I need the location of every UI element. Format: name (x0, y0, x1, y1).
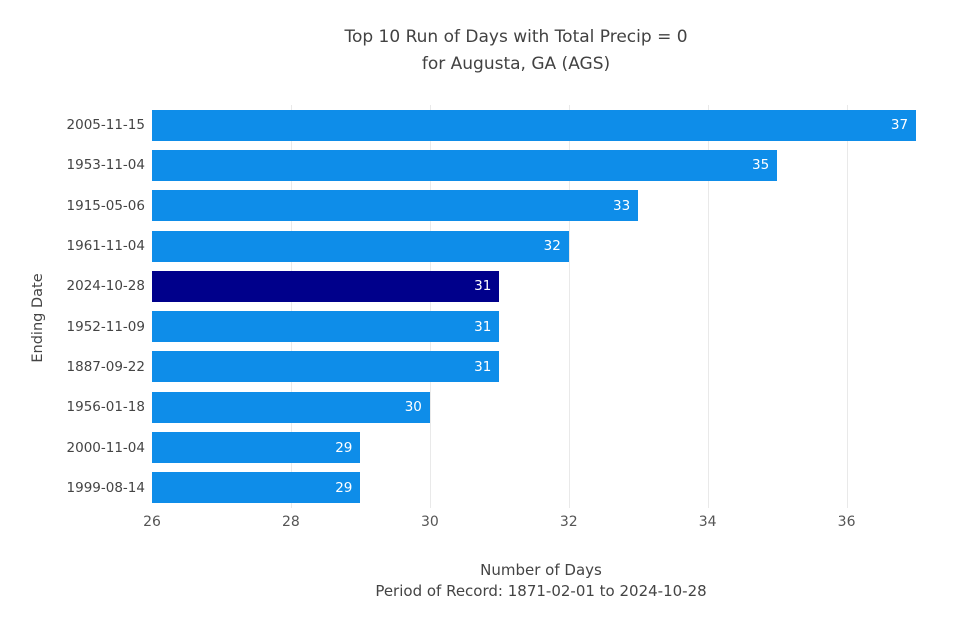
bar-value-label: 31 (474, 278, 492, 295)
x-axis-title: Number of Days (480, 561, 602, 579)
bar-value-label: 30 (404, 399, 422, 416)
gridline-x-32 (568, 105, 570, 508)
y-tick-label-1953-11-04: 1953-11-04 (66, 157, 145, 174)
y-tick-label-2005-11-15: 2005-11-15 (66, 117, 145, 134)
chart-title-line-2: for Augusta, GA (AGS) (421, 54, 611, 75)
y-axis-tick-labels: 2005-11-15 1953-11-04 1915-05-06 1961-11-04… (0, 105, 145, 508)
y-tick-label-1952-11-09: 1952-11-09 (66, 318, 145, 335)
bar-value-label: 31 (474, 358, 492, 375)
gridline-x-28 (290, 105, 292, 508)
bar-value-label: 35 (752, 157, 770, 174)
chart-title: Top 10 Run of Days with Total Precip = 0… (56, 24, 976, 78)
y-tick-label-1915-05-06: 1915-05-06 (66, 197, 145, 214)
x-tick-label-26: 26 (143, 514, 161, 530)
y-tick-label-1961-11-04: 1961-11-04 (66, 238, 145, 255)
gridline-x-30 (429, 105, 431, 508)
bar-value-label: 33 (613, 197, 631, 214)
y-tick-label-1999-08-14: 1999-08-14 (66, 479, 145, 496)
x-tick-label-32: 32 (559, 514, 578, 530)
bar-1956-01-18[interactable]: 30 (152, 391, 430, 423)
x-axis-tick-labels: 26 28 30 32 34 36 (143, 514, 930, 534)
x-tick-label-30: 30 (420, 514, 439, 530)
bar-value-label: 37 (890, 117, 909, 134)
gridline-x-34 (707, 105, 709, 508)
period-of-record-note: Period of Record: 1871-02-01 to 2024-10-… (375, 582, 707, 600)
y-tick-label-1887-09-22: 1887-09-22 (66, 358, 145, 375)
x-tick-label-36: 36 (837, 514, 856, 530)
bar-1915-05-06[interactable]: 33 (152, 190, 639, 222)
bar-1953-11-04[interactable]: 35 (152, 149, 778, 181)
plot-area: 37 35 33 32 31 31 31 30 29 29 (152, 105, 930, 508)
bar-value-label: 32 (543, 238, 561, 254)
bar-value-label: 29 (335, 439, 353, 456)
y-tick-label-1956-01-18: 1956-01-18 (66, 399, 145, 416)
bar-1952-11-09[interactable]: 31 (152, 311, 500, 343)
x-tick-label-34: 34 (698, 514, 717, 530)
bar-1887-09-22[interactable]: 31 (152, 351, 500, 383)
y-tick-label-2000-11-04: 2000-11-04 (66, 439, 145, 456)
bar-1961-11-04[interactable]: 32 (152, 230, 569, 262)
bar-1999-08-14[interactable]: 29 (152, 472, 361, 504)
bar-value-label: 31 (474, 318, 492, 335)
x-tick-label-28: 28 (281, 514, 300, 530)
bar-2024-10-28[interactable]: 31 (152, 270, 500, 302)
chart-title-line-1: Top 10 Run of Days with Total Precip = 0 (344, 27, 688, 47)
y-tick-label-2024-10-28: 2024-10-28 (66, 278, 145, 295)
bar-2005-11-15[interactable]: 37 (152, 109, 917, 141)
bar-2000-11-04[interactable]: 29 (152, 432, 361, 463)
gridline-x-36 (846, 105, 848, 508)
bar-value-label: 29 (335, 479, 353, 496)
